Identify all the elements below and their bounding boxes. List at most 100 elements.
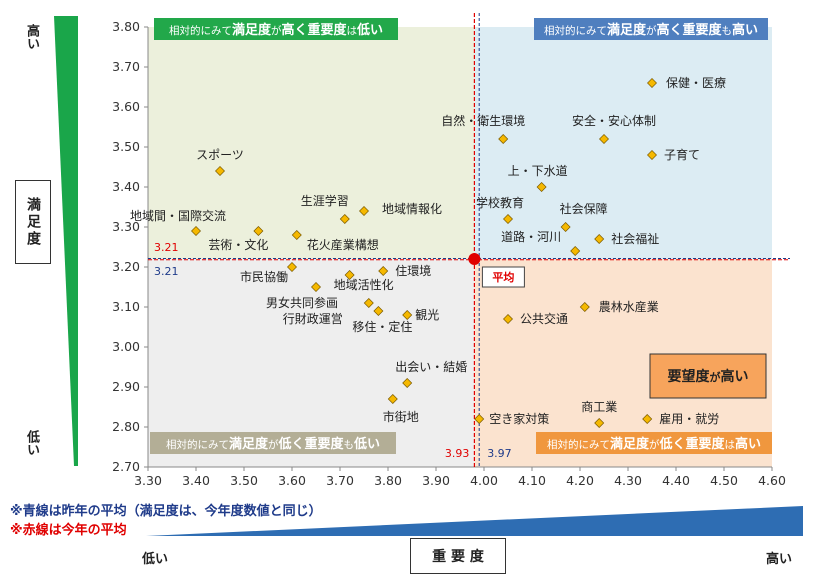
x-tick-label: 3.40 <box>182 473 210 488</box>
avg-label-text: 平均 <box>492 270 514 284</box>
data-point <box>642 414 653 424</box>
point-label: 観光 <box>415 308 439 322</box>
x-high-label: 高い <box>766 552 793 567</box>
point-label: 道路・河川 <box>501 229 561 244</box>
y-tick-label: 3.80 <box>112 19 140 34</box>
data-point <box>363 298 374 308</box>
point-label: 雇用・就労 <box>659 411 719 426</box>
point-label: 安全・安心体制 <box>572 113 656 128</box>
x-tick-label: 4.40 <box>662 473 690 488</box>
y-tick-label: 3.30 <box>112 219 140 234</box>
y-tick-label: 3.20 <box>112 259 140 274</box>
quadrant-label-top-right-box <box>534 18 768 40</box>
x-tick-label: 3.60 <box>278 473 306 488</box>
data-point <box>253 226 264 236</box>
data-point <box>503 214 513 224</box>
point-label: 学校教育 <box>476 195 524 210</box>
data-point <box>570 246 581 256</box>
point-label: 出会い・結婚 <box>395 360 467 374</box>
y-tick-label: 2.70 <box>112 459 140 474</box>
avg-point <box>468 253 481 265</box>
x-tick-label: 3.50 <box>230 473 258 488</box>
data-point <box>291 230 302 240</box>
point-label: 花火産業構想 <box>307 237 379 252</box>
point-label: 移住・定住 <box>352 319 412 334</box>
x-tick-label: 3.90 <box>422 473 450 488</box>
note-red-line: ※赤線は今年の平均 <box>10 523 127 538</box>
point-label: スポーツ <box>196 148 244 162</box>
y-high-label: 高い <box>24 24 39 50</box>
data-point <box>402 378 413 388</box>
x-tick-label: 4.60 <box>758 473 786 488</box>
avg-label-this-year-y: 3.21 <box>154 241 179 254</box>
x-low-label: 低い <box>142 552 169 567</box>
quadrant-label-top-right-text: 相対的にみて満足度が高く重要度も高い <box>544 22 758 38</box>
data-point <box>373 306 384 316</box>
x-tick-label: 4.10 <box>518 473 546 488</box>
y-tick-label: 3.00 <box>112 339 140 354</box>
data-point <box>579 302 590 312</box>
y-tick-label: 2.80 <box>112 419 140 434</box>
y-tick-label: 3.10 <box>112 299 140 314</box>
point-label: 子育て <box>664 147 700 162</box>
point-label: 社会保障 <box>560 201 608 216</box>
quadrant-label-bottom-left-text: 相対的にみて満足度が低く重要度も低い <box>166 436 380 452</box>
data-point <box>215 166 225 176</box>
y-low-label: 低い <box>24 430 39 456</box>
x-tick-label: 4.00 <box>470 473 498 488</box>
point-label: 生涯学習 <box>301 193 349 208</box>
point-label: 地域間・国際交流 <box>130 208 226 223</box>
y-axis-wedge <box>54 16 78 466</box>
point-label: 地域活性化 <box>334 278 394 292</box>
data-point <box>311 282 321 292</box>
data-point <box>594 418 605 428</box>
point-label: 住環境 <box>395 263 431 278</box>
point-label: 市街地 <box>383 409 419 424</box>
x-axis-title: 重 要 度 <box>410 538 506 574</box>
point-label: 商工業 <box>581 399 617 414</box>
data-point <box>503 314 513 324</box>
point-label: 社会福祉 <box>611 231 659 246</box>
quadrant-label-bottom-right-box <box>536 432 772 454</box>
point-label: 農林水産業 <box>599 299 659 314</box>
point-label: 公共交通 <box>520 311 568 326</box>
x-tick-label: 3.70 <box>326 473 354 488</box>
y-tick-label: 3.50 <box>112 139 140 154</box>
data-point <box>339 214 350 224</box>
point-label: 市民協働 <box>240 269 288 284</box>
data-point <box>191 226 201 236</box>
avg-label-last-year-x: 3.97 <box>487 447 512 460</box>
y-tick-label: 3.60 <box>112 99 140 114</box>
x-tick-label: 3.30 <box>134 473 162 488</box>
x-tick-label: 3.80 <box>374 473 402 488</box>
quadrant-label-bottom-left-box <box>150 432 396 454</box>
quadrant-label-top-left-box <box>154 18 398 40</box>
data-point <box>387 394 398 404</box>
point-label: 男女共同参画 <box>266 295 338 310</box>
x-axis-wedge <box>146 506 803 536</box>
avg-label-box <box>481 266 525 288</box>
data-point <box>344 270 355 280</box>
data-point <box>498 134 509 144</box>
demand-box <box>649 353 767 399</box>
data-point <box>647 78 657 88</box>
quadrant-top-right <box>474 27 772 259</box>
point-label: 自然・衛生環境 <box>441 113 525 128</box>
data-point <box>474 414 485 424</box>
data-point <box>536 182 547 192</box>
x-tick-label: 4.50 <box>710 473 738 488</box>
avg-label-this-year-x: 3.93 <box>445 447 470 460</box>
data-point <box>599 134 609 144</box>
y-tick-label: 3.40 <box>112 179 140 194</box>
x-tick-label: 4.30 <box>614 473 642 488</box>
point-label: 地域情報化 <box>382 202 442 216</box>
point-label: 空き家対策 <box>489 411 549 426</box>
point-label: 上・下水道 <box>508 164 568 178</box>
data-point <box>402 310 413 320</box>
y-tick-label: 3.70 <box>112 59 140 74</box>
avg-label-last-year-y: 3.21 <box>154 265 179 278</box>
data-point <box>594 234 605 244</box>
point-label: 行財政運営 <box>283 311 343 326</box>
note-blue-line: ※青線は昨年の平均（満足度は、今年度数値と同じ） <box>10 504 322 519</box>
